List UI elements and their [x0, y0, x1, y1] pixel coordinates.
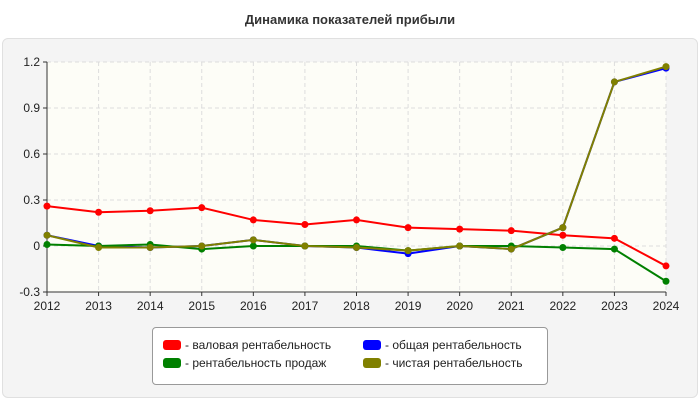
data-point [559, 231, 567, 239]
data-point [662, 277, 670, 285]
data-point [301, 242, 309, 250]
y-tick-label: 1.2 [23, 55, 40, 69]
x-tick-label: 2013 [85, 299, 112, 313]
legend-label: - чистая рентабельность [385, 356, 523, 370]
legend-label: - общая рентабельность [385, 338, 522, 352]
legend-item-total: - общая рентабельность [363, 338, 522, 352]
x-tick-label: 2024 [653, 299, 680, 313]
y-tick-label: 0.3 [23, 193, 40, 207]
y-tick-label: 0.6 [23, 147, 40, 161]
legend-swatch [363, 340, 381, 350]
data-point [456, 242, 464, 250]
data-point [249, 236, 257, 244]
data-point [43, 240, 51, 248]
data-point [404, 224, 412, 232]
data-point [610, 78, 618, 86]
data-point [404, 247, 412, 255]
data-point [95, 244, 103, 252]
data-point [662, 262, 670, 270]
data-point [95, 208, 103, 216]
x-tick-label: 2017 [292, 299, 319, 313]
data-point [249, 242, 257, 250]
x-tick-label: 2019 [395, 299, 422, 313]
data-point [559, 224, 567, 232]
data-point [610, 234, 618, 242]
legend-label: - рентабельность продаж [185, 356, 327, 370]
x-tick-label: 2015 [188, 299, 215, 313]
data-point [146, 207, 154, 215]
legend-item-net: - чистая рентабельность [363, 356, 522, 370]
x-tick-label: 2012 [34, 299, 61, 313]
data-point [507, 227, 515, 235]
x-tick-label: 2014 [137, 299, 164, 313]
data-point [353, 216, 360, 224]
legend: - валовая рентабельность - общая рентабе… [152, 327, 548, 385]
data-point [198, 204, 206, 212]
data-point [456, 225, 464, 233]
x-tick-label: 2021 [498, 299, 525, 313]
data-point [249, 216, 257, 224]
legend-item-sales: - рентабельность продаж [163, 356, 326, 370]
data-point [507, 245, 515, 253]
data-point [559, 244, 567, 252]
data-point [610, 245, 618, 253]
x-tick-label: 2020 [446, 299, 473, 313]
x-tick-label: 2023 [601, 299, 628, 313]
legend-swatch [163, 358, 181, 368]
data-point [353, 244, 360, 252]
y-tick-label: 0 [33, 239, 40, 253]
data-point [43, 202, 51, 210]
legend-item-gross: - валовая рентабельность [163, 338, 331, 352]
legend-swatch [163, 340, 181, 350]
y-tick-label: -0.3 [19, 285, 40, 299]
data-point [662, 63, 670, 71]
y-tick-label: 0.9 [23, 101, 40, 115]
x-tick-label: 2016 [240, 299, 267, 313]
x-tick-label: 2022 [549, 299, 576, 313]
chart-title: Динамика показателей прибыли [244, 12, 456, 27]
x-tick-label: 2018 [343, 299, 370, 313]
data-point [43, 231, 51, 239]
data-point [146, 244, 154, 252]
data-point [198, 242, 206, 250]
legend-label: - валовая рентабельность [185, 338, 332, 352]
legend-swatch [363, 358, 381, 368]
data-point [301, 221, 309, 229]
